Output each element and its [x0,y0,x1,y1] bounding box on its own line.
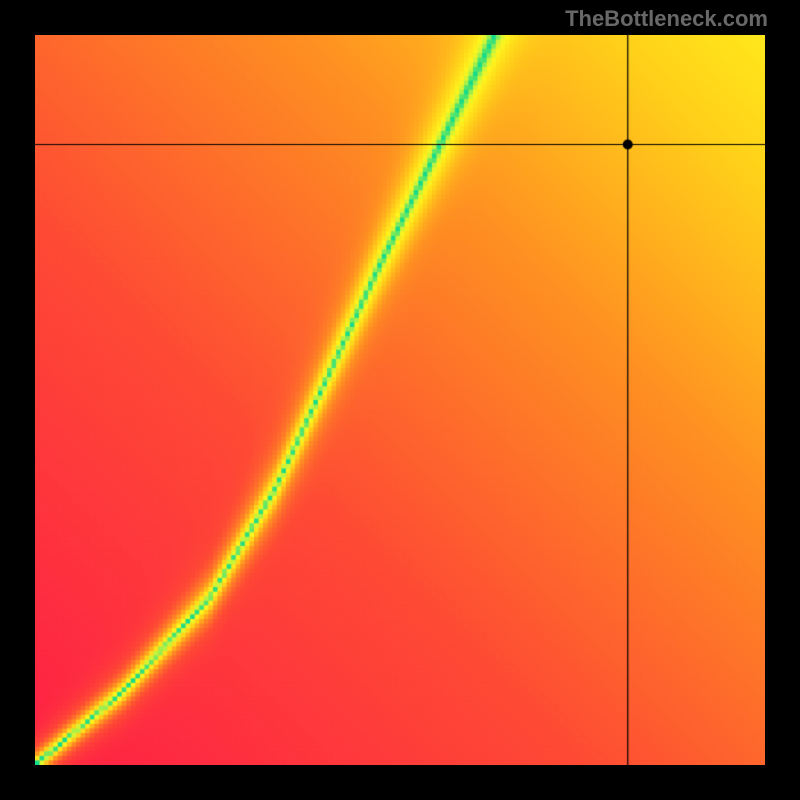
watermark-text: TheBottleneck.com [565,6,768,32]
bottleneck-heatmap [35,35,765,765]
figure-container: TheBottleneck.com [0,0,800,800]
